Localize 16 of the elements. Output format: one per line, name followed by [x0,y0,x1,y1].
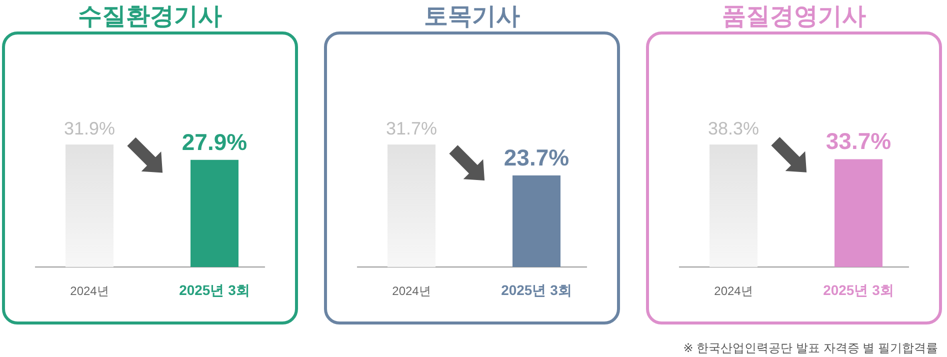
chart-title: 품질경영기사 [722,3,866,30]
data-label: 27.9% [182,128,248,155]
x-tick-label: 2024년 [392,284,431,298]
data-label: 33.7% [826,128,892,154]
data-label: 31.7% [386,118,438,138]
x-tick-label: 2024년 [70,284,109,298]
x-tick-label: 2025년 3회 [823,282,894,298]
x-tick-label: 2024년 [714,284,753,298]
chart-title: 토목기사 [424,3,520,30]
chart-title: 수질환경기사 [78,3,222,30]
x-tick-label: 2025년 3회 [179,282,250,298]
text: ※ 한국산업인력공단 발표 자격증 별 필기합격률 [683,341,938,355]
data-label: 31.9% [64,118,116,138]
data-label: 38.3% [708,118,760,138]
x-tick-label: 2025년 3회 [501,282,572,298]
data-label: 23.7% [504,144,570,170]
